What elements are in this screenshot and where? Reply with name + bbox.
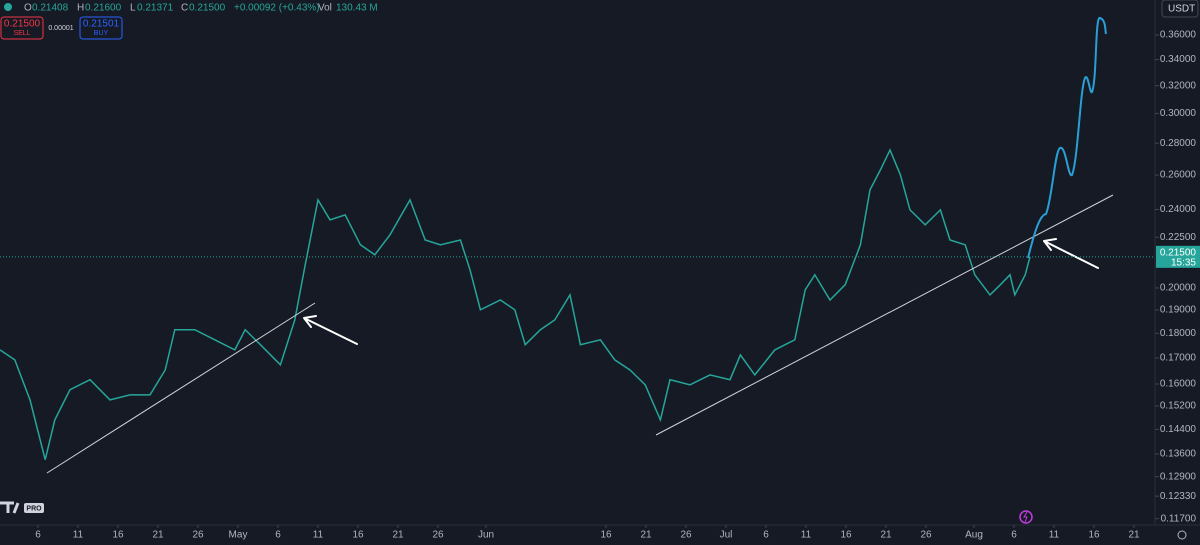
logo-text: PRO [26, 505, 42, 512]
plot [0, 148, 1031, 460]
x-tick-label: 6 [275, 530, 281, 541]
currency-button[interactable] [1161, 0, 1199, 18]
x-tick-label: 21 [152, 530, 164, 541]
settings-icon[interactable] [1177, 530, 1187, 540]
logo-mark [0, 501, 20, 514]
x-tick-label: 16 [600, 530, 612, 541]
x-tick-label: 6 [35, 530, 41, 541]
projection-path [1027, 16, 1107, 259]
y-tick-label: 0.32000 [1160, 80, 1197, 91]
lightning-icon[interactable] [1023, 511, 1028, 523]
lightning-icon[interactable] [1019, 510, 1033, 524]
x-tick-label: 11 [73, 530, 84, 541]
last-price-label: 0.21500 [1160, 247, 1197, 258]
x-tick-label: Jun [478, 530, 494, 541]
x-tick-label: 21 [392, 530, 404, 541]
ohlc-label: O [24, 3, 32, 14]
buy-button[interactable] [79, 16, 123, 40]
countdown: 15:35 [1171, 257, 1196, 268]
x-tick-label: 21 [880, 530, 892, 541]
ohlc-label: L [130, 3, 136, 14]
y-tick-label: 0.14400 [1160, 424, 1197, 435]
arrow [303, 238, 1099, 345]
x-tick-label: 16 [840, 530, 852, 541]
ohlc-value: 0.21371 [137, 3, 174, 14]
x-tick-label: May [229, 530, 248, 541]
y-tick-label: 0.28000 [1160, 138, 1197, 149]
x-tick-label: 11 [1049, 530, 1060, 541]
x-tick-label: 6 [763, 530, 769, 541]
logo-badge [24, 503, 44, 513]
x-tick-label: 11 [801, 530, 812, 541]
y-tick-label: 0.26000 [1160, 170, 1197, 181]
y-tick-label: 0.34000 [1160, 54, 1197, 65]
y-tick-label: 0.18000 [1160, 328, 1197, 339]
x-tick-label: 6 [1011, 530, 1017, 541]
x-tick-label: 26 [192, 530, 204, 541]
arrow-path [303, 315, 358, 345]
y-tick-label: 0.36000 [1160, 30, 1197, 41]
vol-label: Vol [318, 3, 332, 14]
x-tick-label: 16 [112, 530, 124, 541]
ohlc-label: H [77, 3, 84, 14]
ohlc-label: C [181, 3, 188, 14]
ohlc-value: 0.21600 [85, 3, 122, 14]
x-tick-label: 26 [432, 530, 444, 541]
trend-line [46, 302, 316, 474]
price-line [0, 148, 1031, 460]
x-tick-label: 26 [920, 530, 932, 541]
ohlc-value: 0.21500 [189, 3, 226, 14]
change: +0.00092 (+0.43%) [234, 3, 320, 14]
arrow-path [1043, 238, 1099, 269]
sell-label[interactable]: SELL [13, 30, 30, 37]
buy-price[interactable]: 0.21501 [83, 19, 120, 30]
y-tick-label: 0.20000 [1160, 283, 1197, 294]
x-tick-label: 16 [1088, 530, 1100, 541]
vol-value: 130.43 M [336, 3, 378, 14]
x-tick-label: Jul [720, 530, 733, 541]
trend-line [655, 194, 1114, 436]
sell-button[interactable] [0, 16, 44, 40]
ohlc-value: 0.21408 [32, 3, 69, 14]
buy-label[interactable]: BUY [94, 30, 109, 37]
y-tick-label: 0.13600 [1160, 449, 1197, 460]
x-tick-label: 21 [640, 530, 652, 541]
spread: 0.00001 [48, 25, 73, 32]
status-dot [4, 3, 12, 11]
sell-price[interactable]: 0.21500 [4, 19, 41, 30]
y-tick-label: 0.12900 [1160, 471, 1197, 482]
y-tick-label: 0.22500 [1160, 232, 1197, 243]
y-tick-label: 0.30000 [1160, 108, 1197, 119]
y-tick-label: 0.17000 [1160, 353, 1197, 364]
y-tick-label: 0.19000 [1160, 305, 1197, 316]
x-tick-label: 26 [680, 530, 692, 541]
y-tick-label: 0.11700 [1161, 513, 1197, 524]
x-tick-label: 21 [1128, 530, 1140, 541]
currency[interactable]: USDT [1168, 4, 1195, 15]
x-tick-label: 16 [352, 530, 364, 541]
last-price-badge [1156, 245, 1200, 268]
y-tick-label: 0.16000 [1160, 379, 1197, 390]
y-tick-label: 0.12330 [1160, 491, 1197, 502]
x-tick-label: 11 [313, 530, 324, 541]
y-tick-label: 0.24000 [1160, 204, 1197, 215]
y-tick-label: 0.15200 [1160, 401, 1197, 412]
x-tick-label: Aug [965, 530, 983, 541]
